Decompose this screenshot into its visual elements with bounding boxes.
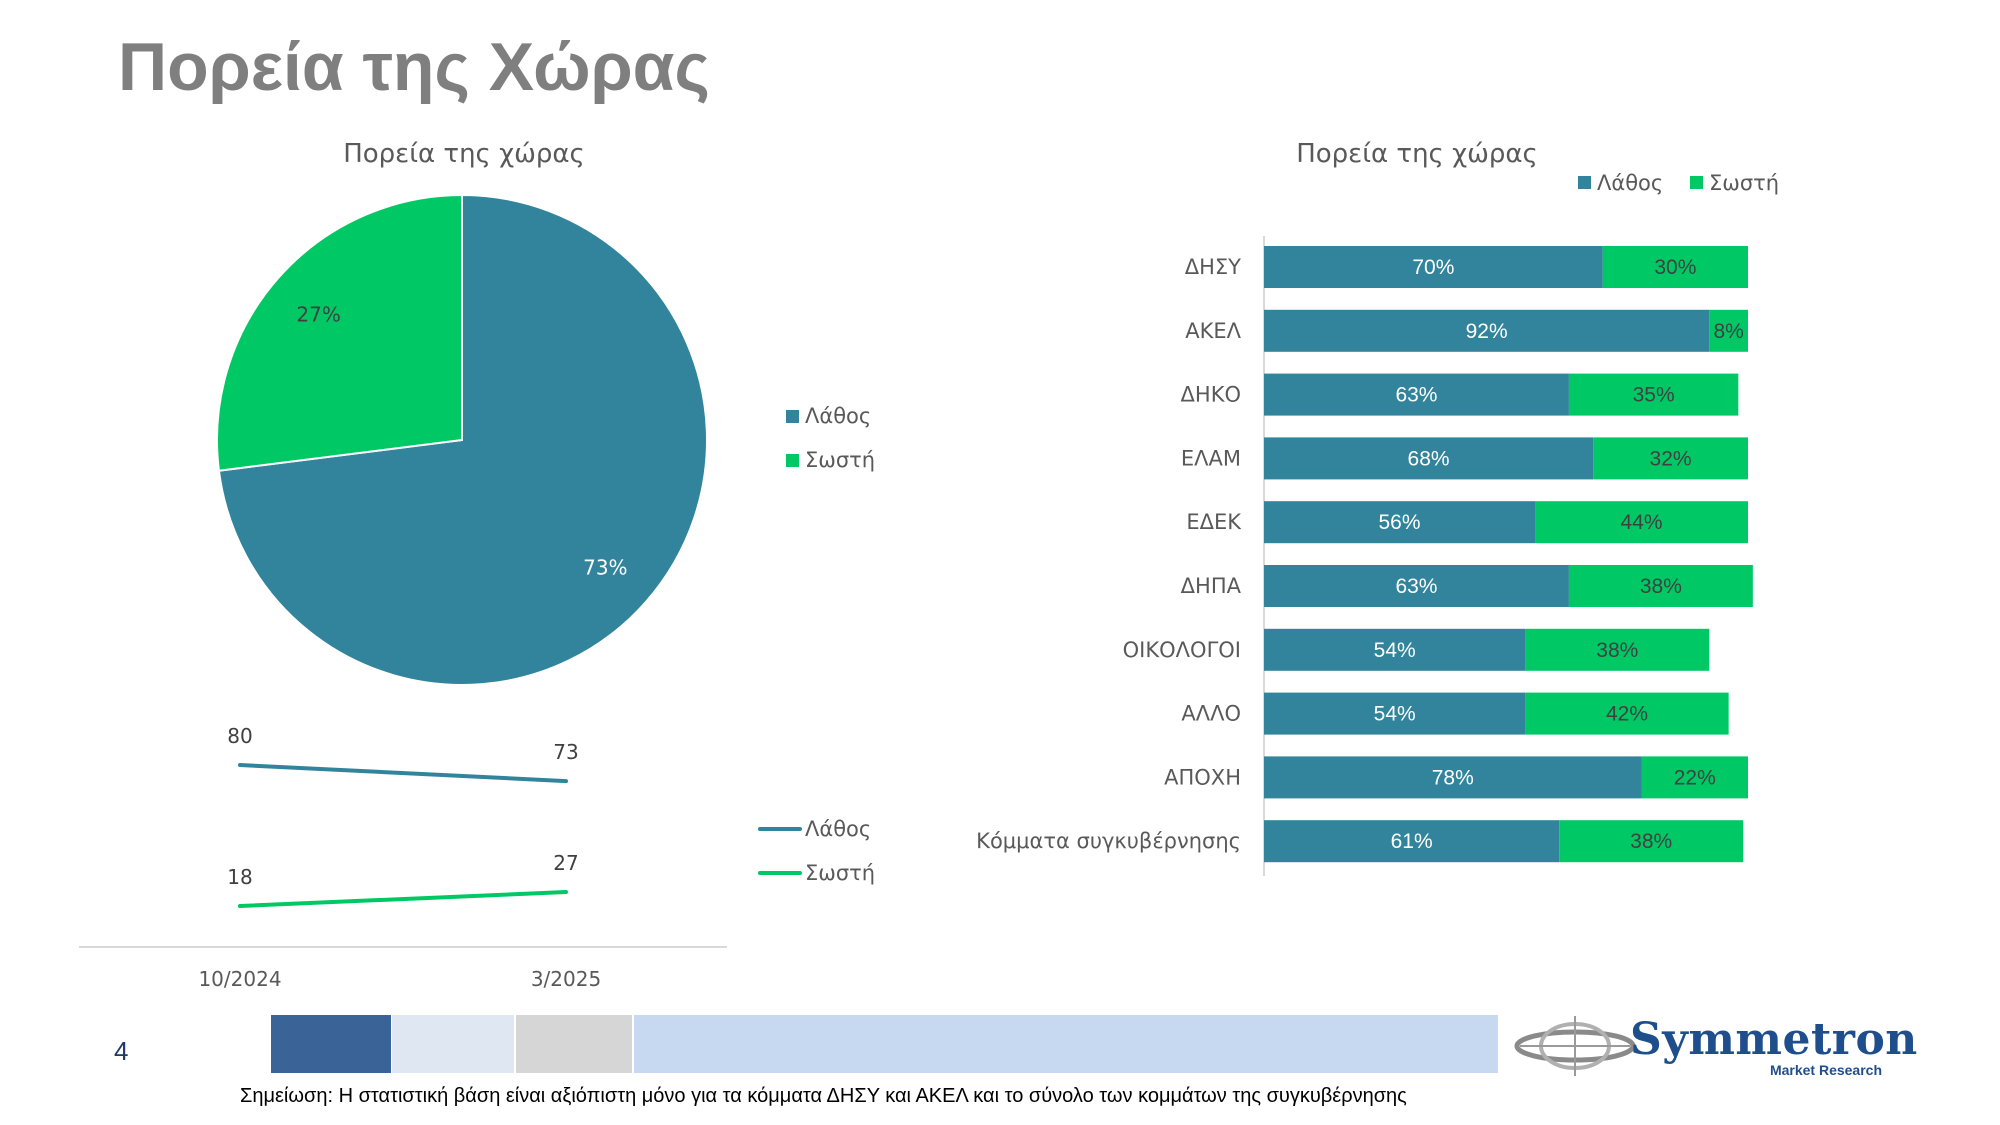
bar-segment-wrong xyxy=(1264,309,1710,352)
line-series-right xyxy=(238,890,568,908)
bar-segment-wrong xyxy=(1264,565,1569,607)
company-logo: Symmetron Market Research xyxy=(1510,1010,1917,1080)
line-legend-label: Λάθος xyxy=(805,817,871,841)
logo-subtitle: Market Research xyxy=(1769,1062,1882,1078)
bar-segment-right xyxy=(1602,246,1748,288)
bar-segment-right xyxy=(1535,501,1748,544)
bar-legend-label: Σωστή xyxy=(1709,171,1779,195)
line-data-label: 18 xyxy=(227,865,252,889)
bar-category-label: ΔΗΠΑ xyxy=(1181,574,1242,598)
pie-data-label: 73% xyxy=(583,555,627,579)
logo-swoosh-icon xyxy=(1514,1016,1636,1076)
bar-segment-right xyxy=(1525,692,1729,735)
pie-legend-swatch xyxy=(786,410,799,423)
footnote: Σημείωση: Η στατιστική βάση είναι αξιόπι… xyxy=(240,1085,1407,1107)
logo-name: Symmetron xyxy=(1630,1014,1918,1065)
bar-segment-wrong xyxy=(1264,692,1526,735)
bar-data-label: 44% xyxy=(1621,511,1663,534)
bar-data-label: 35% xyxy=(1633,384,1675,407)
bar-data-label: 42% xyxy=(1606,703,1648,726)
pie-data-label: 27% xyxy=(296,303,340,327)
bar-data-label: 30% xyxy=(1654,256,1696,279)
bar-data-label: 32% xyxy=(1650,447,1692,470)
footer-block-light xyxy=(634,1015,1498,1073)
bar-data-label: 54% xyxy=(1374,639,1416,662)
bar-legend-label: Λάθος xyxy=(1597,171,1663,195)
bar-title: Πορεία της χώρας xyxy=(1296,139,1538,169)
bar-data-label: 22% xyxy=(1674,766,1716,789)
bar-category-label: ΔΗΣΥ xyxy=(1185,255,1241,279)
line-legend-label: Σωστή xyxy=(805,861,875,885)
bar-segment-wrong xyxy=(1264,246,1603,288)
bar-segment-wrong xyxy=(1264,501,1536,544)
pie-legend-swatch xyxy=(786,454,799,467)
bar-category-label: ΕΛΑΜ xyxy=(1181,446,1241,470)
bar-segment-wrong xyxy=(1264,820,1560,863)
bar-data-label: 92% xyxy=(1466,320,1508,343)
bar-segment-right xyxy=(1568,565,1753,607)
bar-category-label: ΑΚΕΛ xyxy=(1185,319,1241,343)
bar-data-label: 38% xyxy=(1640,575,1682,598)
bar-category-label: ΟΙΚΟΛΟΓΟΙ xyxy=(1123,638,1241,662)
pie-title: Πορεία της χώρας xyxy=(343,139,585,169)
bar-data-label: 38% xyxy=(1596,639,1638,662)
line-x-tick-label: 10/2024 xyxy=(198,967,281,991)
bar-segment-right xyxy=(1593,437,1748,480)
bar-data-label: 54% xyxy=(1374,703,1416,726)
bar-category-label: Κόμματα συγκυβέρνησης xyxy=(976,829,1241,853)
page-number: 4 xyxy=(114,1036,129,1066)
bar-segment-right xyxy=(1709,309,1748,352)
pie-legend-label: Σωστή xyxy=(805,448,875,472)
footer-block-dark xyxy=(271,1015,391,1073)
line-series-wrong xyxy=(238,763,568,784)
footer-block-gray xyxy=(516,1015,632,1073)
pie-legend-label: Λάθος xyxy=(805,404,871,428)
footer-block-pale xyxy=(392,1015,514,1073)
line-data-label: 80 xyxy=(227,724,252,748)
pie-slice-right xyxy=(216,193,463,472)
bar-data-label: 70% xyxy=(1412,256,1454,279)
bar-data-label: 68% xyxy=(1408,447,1450,470)
bar-category-label: ΕΔΕΚ xyxy=(1186,510,1242,534)
bar-category-label: ΑΛΛΟ xyxy=(1181,702,1241,726)
bar-segment-right xyxy=(1525,628,1710,671)
bar-segment-wrong xyxy=(1264,437,1594,480)
bar-category-label: ΔΗΚΟ xyxy=(1181,383,1241,407)
bar-segment-wrong xyxy=(1264,756,1642,799)
page-title: Πορεία της Χώρας xyxy=(118,29,710,105)
bar-data-label: 78% xyxy=(1432,766,1474,789)
bar-segment-right xyxy=(1641,756,1748,799)
line-data-label: 27 xyxy=(553,851,578,875)
line-data-label: 73 xyxy=(553,740,578,764)
bar-data-label: 63% xyxy=(1395,575,1437,598)
bar-segment-right xyxy=(1559,820,1744,863)
bar-legend-swatch xyxy=(1578,176,1591,189)
bar-segment-wrong xyxy=(1264,373,1569,416)
bar-segment-wrong xyxy=(1264,628,1526,671)
bar-legend-swatch xyxy=(1690,176,1703,189)
line-x-tick-label: 3/2025 xyxy=(531,967,601,991)
bar-segment-right xyxy=(1568,373,1739,416)
bar-data-label: 56% xyxy=(1379,511,1421,534)
bar-data-label: 63% xyxy=(1395,384,1437,407)
bar-data-label: 61% xyxy=(1391,830,1433,853)
bar-category-label: ΑΠΟΧΗ xyxy=(1164,765,1241,789)
bar-data-label: 8% xyxy=(1713,320,1743,343)
bar-data-label: 38% xyxy=(1630,830,1672,853)
